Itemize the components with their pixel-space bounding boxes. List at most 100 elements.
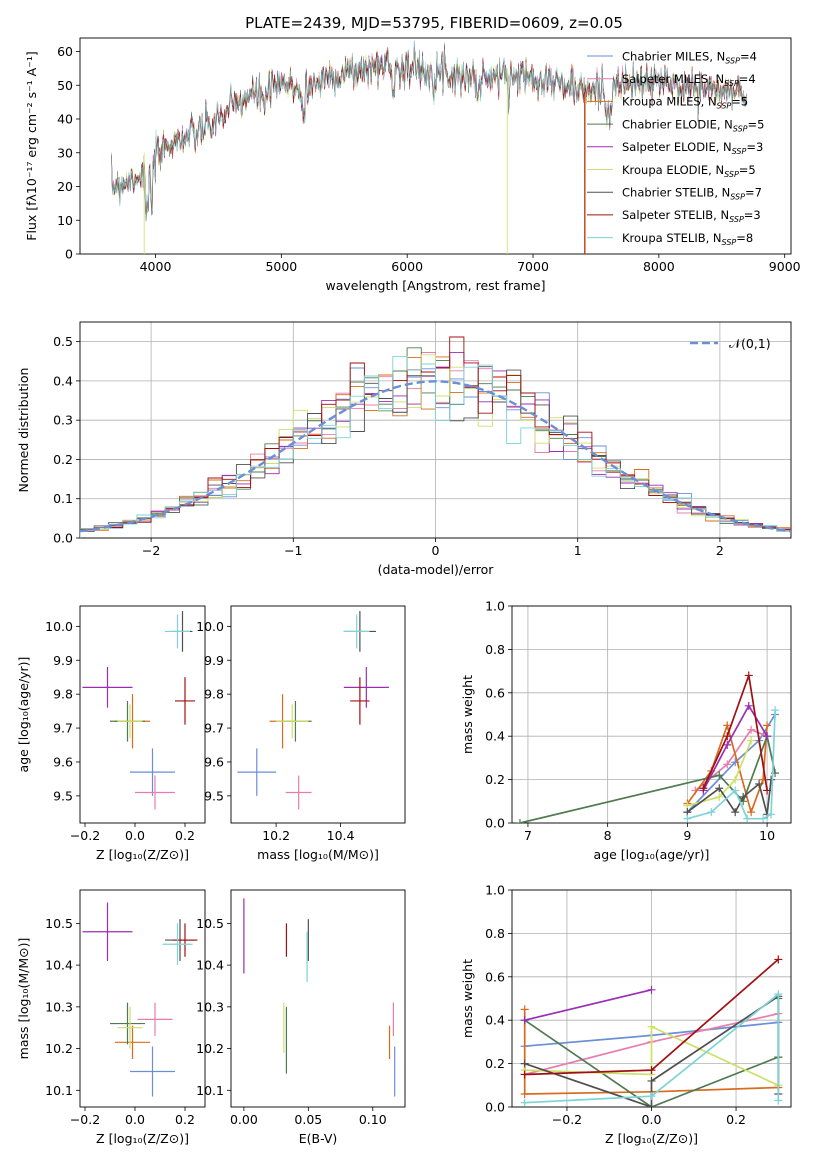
weight-point-marker — [723, 760, 732, 769]
y-tick-label: 10.4 — [45, 958, 73, 973]
y-tick-label: 10.2 — [196, 1041, 224, 1056]
y-tick-label: 9.7 — [53, 721, 73, 736]
y-axis-label: mass weight — [460, 675, 475, 754]
y-tick-label: 9.9 — [53, 653, 73, 668]
weight-point-marker — [763, 732, 772, 741]
y-tick-label: 9.5 — [204, 788, 224, 803]
legend-entry: Salpeter STELIB, NSSP=3 — [622, 208, 761, 224]
x-tick-label: 2 — [716, 543, 724, 558]
x-tick-label: 8000 — [643, 259, 675, 274]
y-tick-label: 0.2 — [485, 1056, 505, 1071]
y-tick-label: 9.6 — [53, 754, 73, 769]
x-tick-label: 0.0 — [125, 1112, 145, 1127]
legend-entry: Chabrier ELODIE, NSSP=5 — [622, 117, 764, 133]
mass-vs-EBV-panel: 0.00 0.05 0.10 10.1 10.2 10.3 10.4 10.5 E(B-V) — [196, 889, 406, 1146]
weight-series-line — [524, 992, 780, 1104]
y-tick-label: 50 — [57, 78, 73, 93]
weight-point-marker — [774, 955, 783, 964]
age-vs-Z-panel: −0.2 0.0 0.2 9.5 9.6 9.7 9.8 9.9 10.0 Z [log₁₀(Z/… — [16, 605, 206, 862]
legend-entry: 𝒩(0,1) — [729, 336, 771, 351]
spectrum-legend: Chabrier MILES, NSSP=4 Salpeter MILES, NS… — [587, 49, 764, 247]
y-tick-label: 0.4 — [485, 1013, 505, 1028]
x-axis-label: Z [log₁₀(Z/Z⊙)] — [96, 1131, 189, 1146]
y-tick-label: 0.2 — [485, 772, 505, 787]
x-tick-label: 4000 — [140, 259, 172, 274]
y-tick-label: 10.1 — [45, 1083, 73, 1098]
y-tick-label: 10.0 — [196, 619, 224, 634]
x-tick-label: 0.05 — [294, 1112, 322, 1127]
y-tick-label: 0.0 — [485, 1100, 505, 1115]
x-tick-label: 7 — [524, 828, 532, 843]
y-tick-label: 0.6 — [485, 969, 505, 984]
y-tick-label: 60 — [57, 44, 73, 59]
weight-point-marker — [520, 1059, 529, 1068]
weight-point-marker — [747, 808, 756, 817]
y-tick-label: 30 — [57, 145, 73, 160]
weight-point-marker — [723, 732, 732, 741]
y-axis-label: mass weight — [460, 959, 475, 1038]
y-tick-label: 0.8 — [485, 926, 505, 941]
x-tick-label: 10.4 — [327, 828, 355, 843]
residuals-plot-area — [80, 336, 791, 538]
y-tick-label: 10 — [57, 213, 73, 228]
x-tick-label: 0.0 — [125, 828, 145, 843]
axes-frame — [79, 37, 792, 255]
y-tick-label: 0.8 — [485, 642, 505, 657]
weight-point-marker — [647, 1022, 656, 1031]
weight-point-marker — [743, 814, 752, 823]
weight-point-marker — [744, 671, 753, 680]
legend-entry: Salpeter ELODIE, NSSP=3 — [622, 140, 763, 156]
legend-entry: Kroupa STELIB, NSSP=8 — [622, 231, 753, 247]
x-tick-label: 0 — [432, 543, 440, 558]
y-axis-label: Flux [fλ10⁻¹⁷ erg cm⁻² s⁻¹ A⁻¹] — [24, 51, 39, 240]
y-tick-label: 10.0 — [45, 619, 73, 634]
y-tick-label: 1.0 — [485, 883, 505, 898]
weight-point-marker — [715, 771, 724, 780]
y-tick-label: 9.8 — [53, 687, 73, 702]
x-tick-label: −0.2 — [552, 1112, 582, 1127]
weight-point-marker — [763, 786, 772, 795]
x-tick-label: −2 — [142, 543, 160, 558]
weight-point-marker — [755, 779, 764, 788]
y-tick-label: 0.1 — [53, 491, 73, 506]
legend-entry: Kroupa ELODIE, NSSP=5 — [622, 163, 756, 179]
y-tick-label: 1.0 — [485, 599, 505, 614]
residuals-panel: −2 −1 0 1 2 0.0 0.1 0.2 0.3 0.4 0.5 (data-model)/er… — [16, 321, 792, 577]
x-tick-label: 9 — [683, 828, 691, 843]
axes-frame — [230, 889, 406, 1108]
x-tick-label: 7000 — [517, 259, 549, 274]
x-tick-label: 10.2 — [262, 828, 290, 843]
weight-vs-Z-panel: −0.2 0.0 0.2 0.0 0.2 0.4 0.6 0.8 1.0 Z [log₁₀(Z/Z… — [460, 883, 792, 1146]
legend-entry: Chabrier MILES, NSSP=4 — [622, 49, 757, 65]
y-tick-label: 9.6 — [204, 754, 224, 769]
axes-frame — [511, 605, 792, 824]
weight-point-marker — [767, 775, 776, 784]
weight-point-marker — [774, 1096, 783, 1105]
y-tick-label: 10.3 — [196, 999, 224, 1014]
y-tick-label: 0.0 — [485, 816, 505, 831]
plot-area — [520, 955, 783, 1107]
y-tick-label: 10.5 — [196, 916, 224, 931]
weight-point-marker — [747, 725, 756, 734]
y-axis-label: mass [log₁₀(M/M⊙)] — [16, 938, 31, 1060]
x-tick-label: 0.2 — [175, 1112, 195, 1127]
histogram-step — [80, 355, 791, 538]
x-axis-label: Z [log₁₀(Z/Z⊙)] — [605, 1131, 698, 1146]
weight-series-line — [702, 704, 768, 791]
y-tick-label: 0.4 — [485, 729, 505, 744]
normal-curve — [80, 380, 791, 533]
y-tick-label: 9.8 — [204, 687, 224, 702]
axes-frame — [79, 889, 206, 1108]
y-tick-label: 9.7 — [204, 721, 224, 736]
x-axis-label: mass [log₁₀(M/M⊙)] — [257, 847, 379, 862]
y-tick-label: 20 — [57, 179, 73, 194]
weight-point-marker — [699, 784, 708, 793]
y-tick-label: 40 — [57, 112, 73, 127]
weight-point-marker — [520, 1089, 529, 1098]
x-axis-label: wavelength [Angstrom, rest frame] — [325, 278, 545, 293]
y-tick-label: 0 — [65, 247, 73, 262]
weight-point-marker — [683, 814, 692, 823]
x-tick-label: −1 — [284, 543, 302, 558]
weight-point-marker — [767, 810, 776, 819]
y-tick-label: 10.4 — [196, 958, 224, 973]
